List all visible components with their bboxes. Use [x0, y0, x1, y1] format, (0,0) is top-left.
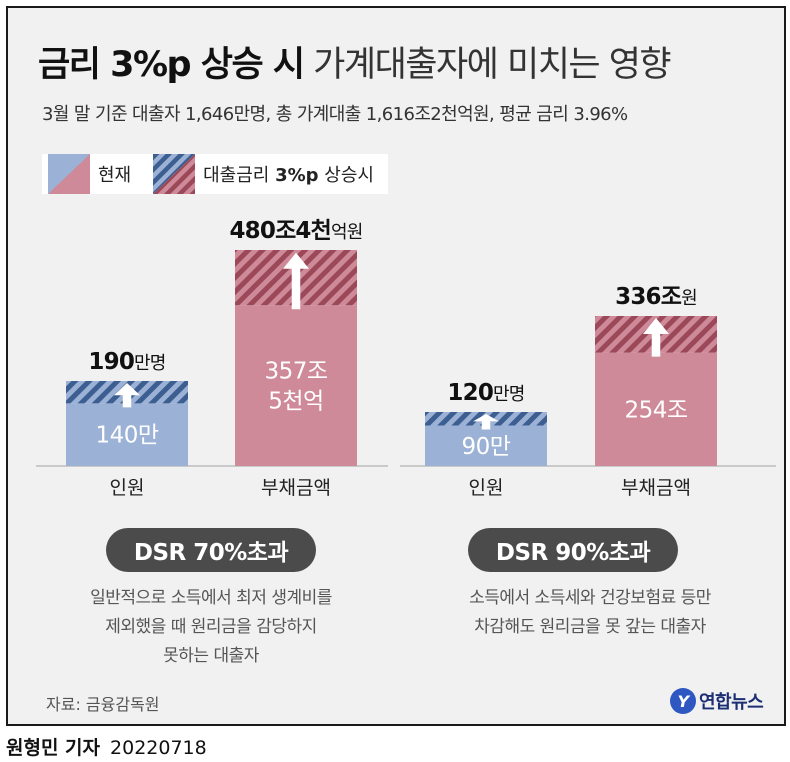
legend-label-current: 현재: [98, 165, 132, 186]
badge-dsr-70: DSR 70%초과: [106, 528, 316, 572]
description-line: 일반적으로 소득에서 최저 생계비를: [90, 588, 332, 608]
legend-rise-suffix: 상승시: [318, 165, 374, 186]
description-dsr-90: 소득에서 소득세와 건강보험료 등만 차감해도 원리금을 못 갚는 대출자: [400, 584, 780, 642]
legend-swatch-current: [48, 154, 90, 194]
publish-date: 20220718: [110, 737, 207, 759]
description-line: 제외했을 때 원리금을 감당하지: [105, 617, 317, 637]
legend-label-rise: 대출금리 3%p 상승시: [203, 161, 374, 187]
category-label: 부채금액: [261, 477, 331, 499]
bar-top-label: 190만명: [88, 349, 165, 375]
legend: 현재 대출금리 3%p 상승시: [42, 154, 388, 194]
legend-swatch-rise: [153, 154, 196, 194]
subtitle: 3월 말 기준 대출자 1,646만명, 총 가계대출 1,616조2천억원, …: [42, 104, 628, 125]
bar-value-label: 90만: [462, 434, 511, 460]
description-line: 못하는 대출자: [163, 646, 259, 666]
badge-dsr-90: DSR 90%초과: [468, 528, 678, 572]
title-bold: 금리 3%p 상승 시: [38, 45, 305, 85]
bar-current: [425, 425, 547, 466]
reporter-name: 원형민 기자: [6, 737, 101, 759]
up-arrow-icon: [643, 318, 669, 357]
bar-top-label: 120만명: [447, 380, 524, 406]
title-light: 가계대출자에 미치는 영향: [313, 45, 671, 85]
category-label: 부채금액: [621, 477, 691, 499]
up-arrow-icon: [283, 252, 309, 310]
bar-current: [235, 305, 357, 466]
bar-value-label: 140만: [95, 423, 158, 449]
bar-top-label: 336조원: [615, 284, 697, 310]
legend-rise-prefix: 대출금리: [203, 165, 276, 186]
bar-current: [66, 403, 188, 466]
up-arrow-icon: [473, 414, 499, 430]
legend-rise-bold: 3%p: [275, 165, 319, 186]
yonhap-logo-icon: Y: [670, 688, 696, 714]
page-title: 금리 3%p 상승 시 가계대출자에 미치는 영향: [38, 36, 672, 87]
bar-value-label: 5천억: [268, 389, 323, 415]
category-label: 인원: [110, 477, 145, 499]
description-line: 소득에서 소득세와 건강보험료 등만: [469, 588, 711, 608]
bar-value-label: 254조: [624, 397, 687, 423]
bar-current: [595, 352, 717, 466]
byline: 원형민 기자 20220718: [6, 733, 207, 760]
yonhap-logo-text: 연합뉴스: [699, 692, 764, 713]
category-label: 인원: [469, 477, 504, 499]
source-note: 자료: 금융감독원: [46, 695, 160, 714]
description-dsr-70: 일반적으로 소득에서 최저 생계비를 제외했을 때 원리금을 감당하지 못하는 …: [46, 584, 376, 671]
up-arrow-icon: [114, 383, 140, 408]
yonhap-logo: Y 연합뉴스: [670, 688, 764, 714]
bar-top-label: 480조4천억원: [229, 218, 362, 244]
description-line: 차감해도 원리금을 못 갚는 대출자: [474, 617, 706, 637]
bar-value-label: 357조: [264, 359, 327, 385]
